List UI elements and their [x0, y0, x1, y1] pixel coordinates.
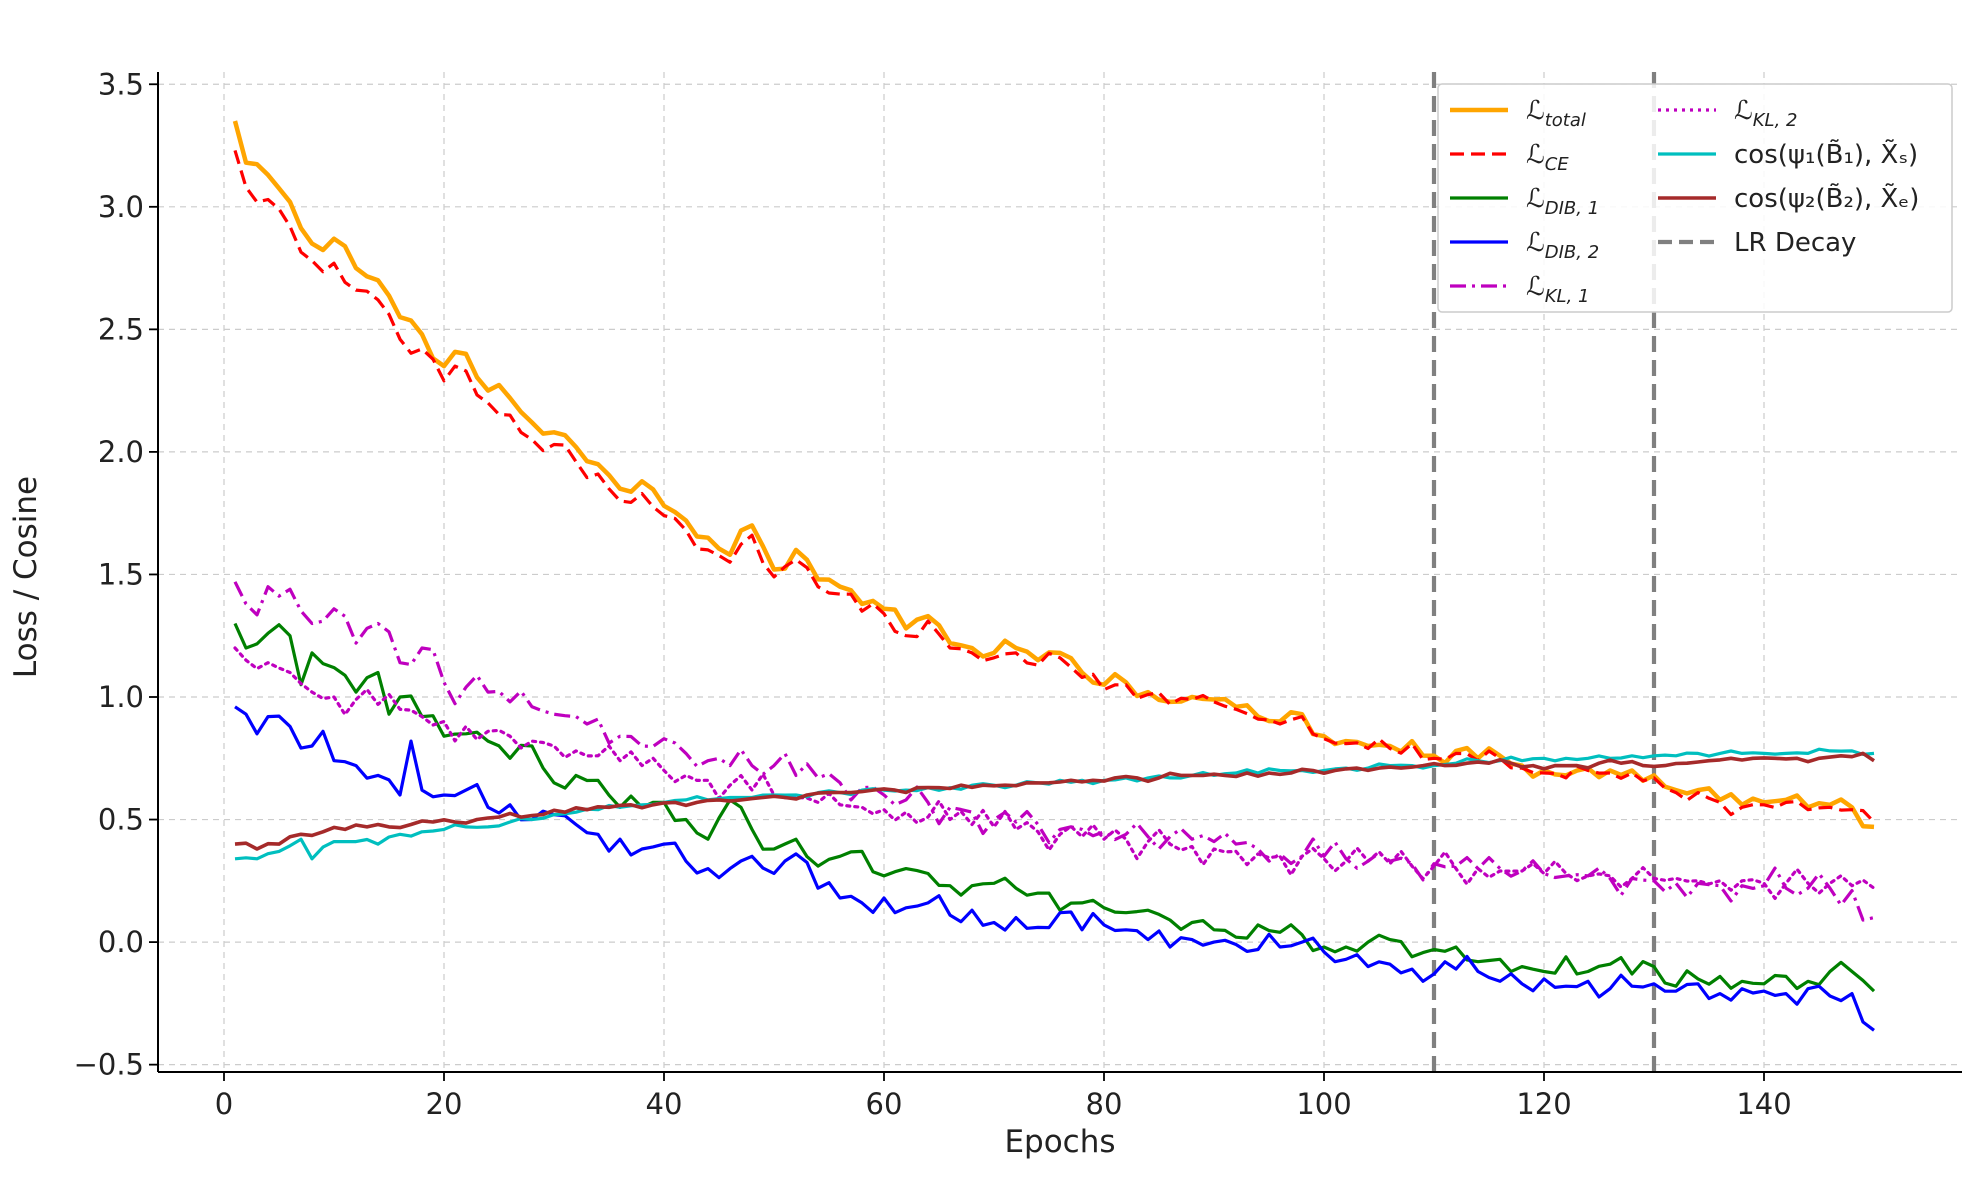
- grid-layer: [158, 72, 1962, 1072]
- x-tick-label: 120: [1516, 1087, 1571, 1121]
- x-axis-label: Epochs: [1004, 1124, 1115, 1160]
- legend-label: ℒtotal: [1526, 96, 1586, 131]
- y-tick-label: 0.0: [98, 925, 144, 959]
- legend-label: ℒKL, 1: [1526, 272, 1589, 307]
- series-line-l-kl1: [233, 581, 1875, 922]
- legend-label: ℒDIB, 1: [1526, 184, 1599, 219]
- axes-layer: 0 20 40 60 80 100 120 140 −0.5 0.0 0.5 1.0 1.5 2.0 2.5…: [74, 67, 1962, 1121]
- y-tick-label: 3.5: [98, 67, 144, 101]
- legend-label: ℒDIB, 2: [1526, 228, 1599, 263]
- legend-label: LR Decay: [1734, 228, 1856, 258]
- series-line-l-total: [232, 120, 1875, 830]
- x-tick-label: 140: [1736, 1087, 1791, 1121]
- y-tick-label: 1.0: [98, 680, 144, 714]
- legend-label: ℒCE: [1526, 140, 1569, 175]
- legend-label: cos(ψ₁(B̃₁), X̃ₛ): [1734, 138, 1918, 170]
- y-tick-label: 2.5: [98, 312, 144, 346]
- series-line-l-kl2: [233, 646, 1876, 901]
- series-line-l-dib2: [234, 705, 1875, 1032]
- series-layer: [232, 120, 1876, 1032]
- x-tick-label: 60: [866, 1087, 903, 1121]
- y-tick-label: 0.5: [98, 803, 144, 837]
- series-line-cos2: [234, 751, 1875, 851]
- y-tick-label: 3.0: [98, 190, 144, 224]
- series-line-l-ce: [233, 149, 1876, 824]
- x-tick-label: 100: [1296, 1087, 1351, 1121]
- series-line-l-dib1: [233, 622, 1876, 993]
- x-tick-label: 20: [426, 1087, 463, 1121]
- y-tick-label: −0.5: [74, 1048, 144, 1082]
- x-tick-label: 0: [215, 1087, 233, 1121]
- y-tick-label: 1.5: [98, 557, 144, 591]
- y-axis-label: Loss / Cosine: [8, 476, 44, 678]
- y-tick-label: 2.0: [98, 435, 144, 469]
- legend-label: cos(ψ₂(B̃₂), X̃ₑ): [1734, 182, 1919, 214]
- legend-label: ℒKL, 2: [1734, 96, 1797, 131]
- x-tick-label: 80: [1086, 1087, 1123, 1121]
- x-tick-label: 40: [646, 1087, 683, 1121]
- legend: ℒtotal ℒCE ℒDIB, 1 ℒDIB, 2 ℒKL, 1 ℒKL, 2 cos(ψ…: [1437, 83, 1953, 313]
